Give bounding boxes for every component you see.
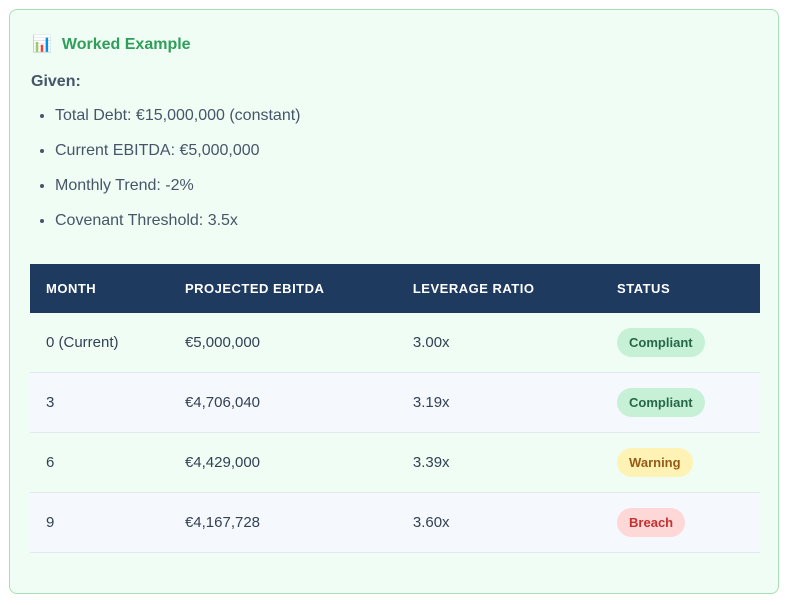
cell: 3.60x [396, 492, 602, 553]
column-header: PROJECTED EBITDA [168, 264, 397, 313]
table-row: 0 (Current) €5,000,000 3.00x Compliant [30, 313, 760, 373]
title: Worked Example [61, 36, 191, 53]
worked-example-card: 📊 Worked Example Given: Total Debt: €15,0… [9, 9, 779, 594]
cell: €4,429,000 [168, 432, 397, 493]
cell: 9 [30, 492, 169, 553]
header: 📊 Worked Example [32, 34, 191, 54]
cell: 3 [30, 372, 169, 433]
column-header: STATUS [601, 264, 760, 313]
cell: 3.39x [396, 432, 602, 493]
cell: 0 (Current) [30, 313, 169, 373]
status-badge: Compliant [617, 328, 705, 357]
cell: Breach [601, 492, 760, 553]
status-badge: Breach [617, 508, 686, 537]
column-header: MONTH [30, 264, 169, 313]
cell: 3.19x [396, 372, 602, 433]
given-item: Covenant Threshold: 3.5x [55, 212, 301, 247]
cell: Warning [601, 432, 760, 493]
given-item: Current EBITDA: €5,000,000 [55, 142, 301, 177]
cell: Compliant [601, 372, 760, 433]
status-badge: Warning [617, 448, 693, 477]
icon: 📊 [32, 36, 52, 53]
given-item: Monthly Trend: -2% [55, 177, 301, 212]
cell: 3.00x [396, 313, 602, 373]
cell: €4,167,728 [168, 492, 397, 553]
given-item: Total Debt: €15,000,000 (constant) [55, 107, 301, 142]
table-row: 9 €4,167,728 3.60x Breach [30, 492, 760, 553]
table-row: 6 €4,429,000 3.39x Warning [30, 432, 760, 493]
cell: Compliant [601, 313, 760, 373]
header-row: MONTH PROJECTED EBITDA LEVERAGE RATIO STATU… [30, 264, 760, 313]
cell: 6 [30, 432, 169, 493]
cell: €5,000,000 [168, 313, 397, 373]
given-label: Given: [31, 73, 81, 90]
status-badge: Compliant [617, 388, 705, 417]
table: MONTH PROJECTED EBITDA LEVERAGE RATIO STATU… [30, 264, 760, 553]
cell: €4,706,040 [168, 372, 397, 433]
table-row: 3 €4,706,040 3.19x Compliant [30, 372, 760, 433]
given-list: Total Debt: €15,000,000 (constant)Curren… [31, 107, 301, 247]
column-header: LEVERAGE RATIO [396, 264, 602, 313]
